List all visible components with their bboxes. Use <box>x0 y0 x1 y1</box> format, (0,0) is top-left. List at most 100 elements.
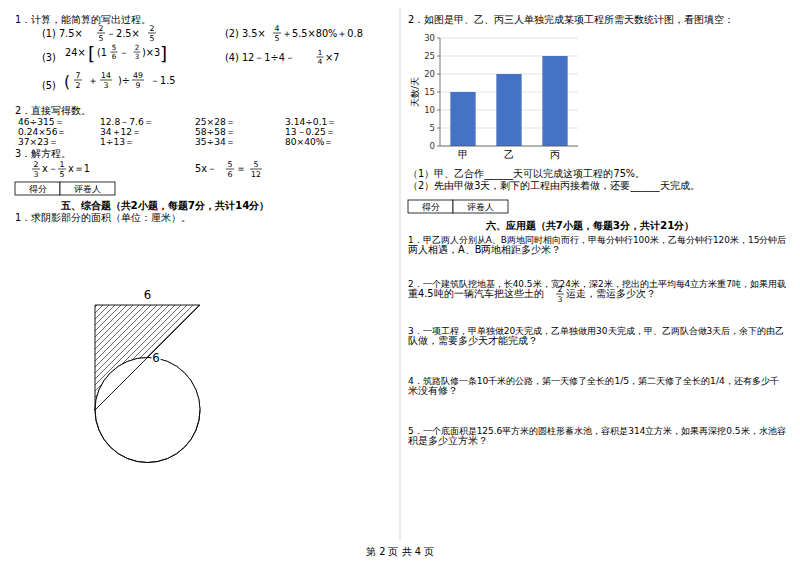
fraction-numerator: 2 <box>150 24 155 33</box>
annotation: 3.14÷0.1＝ <box>285 117 336 127</box>
score-box <box>15 182 60 195</box>
circle-outline <box>95 358 200 463</box>
y-axis <box>440 38 441 146</box>
annotation: 六、应用题（共7小题，每题3分，共计21分） <box>485 219 695 231</box>
annotation: 1÷13＝ <box>100 137 134 147</box>
background <box>0 0 800 565</box>
y-tick <box>437 110 440 111</box>
fraction-numerator: 2 <box>558 285 563 294</box>
semicircle-mask <box>95 358 200 411</box>
fraction-denominator: 5 <box>99 34 104 43</box>
annotation: 6 <box>144 288 151 302</box>
y-tick-label: 5 <box>430 123 435 133</box>
fraction-denominator: 3 <box>135 52 140 61</box>
y-tick-label: 15 <box>424 87 435 97</box>
annotation: ] <box>160 43 167 64</box>
fraction-numerator: 7 <box>76 71 81 80</box>
x-axis <box>440 146 578 147</box>
annotation: (3) <box>42 52 56 63</box>
annotation: 4．筑路队修一条10千米的公路，第一天修了全长的1/5，第二天修了全长的1/4，… <box>408 376 779 386</box>
annotation: （1）甲、乙合作______天可以完成这项工程的75%。 <box>408 168 645 180</box>
fraction-denominator: 3 <box>558 295 563 304</box>
y-tick <box>437 92 440 93</box>
fraction-denominator: 6 <box>228 170 233 179</box>
y-tick <box>437 146 440 147</box>
annotation: (2) 3.5× <box>225 28 266 39</box>
fraction-numerator: 2 <box>34 160 39 169</box>
annotation: 1．计算，能简算的写出过程。 <box>15 14 151 25</box>
grid-line <box>440 38 578 39</box>
annotation: － <box>119 47 129 58</box>
annotation: 12.8－7.6＝ <box>100 117 153 127</box>
annotation: 24× <box>65 47 86 58</box>
page: 1．计算，能简算的写出过程。(1) 7.5×25－2.5×25(2) 3.5×4… <box>0 0 800 565</box>
fraction-denominator: 4 <box>318 57 323 66</box>
annotation: 米没有修？ <box>408 385 458 396</box>
annotation: 两人相遇，A、B两地相距多少米？ <box>408 244 561 255</box>
annotation: 46÷315＝ <box>18 117 64 127</box>
annotation: (5) <box>42 80 56 91</box>
annotation: 1．求阴影部分的面积（单位：厘米）。 <box>15 212 191 223</box>
fraction-denominator: 3 <box>34 170 39 179</box>
x-tick-label: 乙 <box>504 149 514 160</box>
fraction-numerator: 14 <box>101 71 111 80</box>
fraction-denominator: 5 <box>150 34 155 43</box>
annotation: 80×40%＝ <box>285 137 333 147</box>
fraction-numerator: 5 <box>112 43 117 52</box>
y-tick-label: 25 <box>424 51 435 61</box>
annotation: ＝ <box>236 163 246 174</box>
annotation: 队做，需要多少天才能完成？ <box>408 335 538 346</box>
annotation: 积是多少立方米？ <box>408 435 488 446</box>
y-tick <box>437 56 440 57</box>
annotation: 五、综合题（共2小题，每题7分，共计14分） <box>60 199 270 211</box>
annotation: 第 2 页 共 4 页 <box>366 546 434 557</box>
fraction-numerator: 2 <box>135 43 140 52</box>
bar <box>450 92 475 146</box>
annotation: 25×28＝ <box>195 117 235 127</box>
fraction-denominator: 5 <box>60 170 65 179</box>
y-tick-label: 20 <box>424 69 435 79</box>
annotation: (1 <box>97 47 107 58</box>
score-box <box>453 200 508 213</box>
annotation: [ <box>88 43 95 64</box>
fraction-numerator: 1 <box>318 48 323 57</box>
fraction-denominator: 2 <box>76 81 81 90</box>
score-box-label: 评卷人 <box>467 202 494 212</box>
y-tick <box>437 74 440 75</box>
annotation: 2．直接写得数。 <box>15 105 91 116</box>
annotation: ( <box>64 73 70 91</box>
annotation: －2.5× <box>106 28 140 39</box>
annotation: （2）先由甲做3天，剩下的工程由丙接着做，还要______天完成。 <box>408 180 700 192</box>
score-box <box>408 200 453 213</box>
annotation: ＋ <box>88 75 98 86</box>
annotation: 0.24×56＝ <box>18 127 66 137</box>
annotation: (1) 7.5× <box>42 28 83 39</box>
y-axis-label: 天数/天 <box>410 77 420 107</box>
score-box-label: 得分 <box>422 202 440 212</box>
fraction-denominator: 3 <box>104 81 109 90</box>
annotation: 34＋12＝ <box>100 127 141 137</box>
annotation: )÷ <box>118 75 130 86</box>
annotation: )×3 <box>142 47 160 58</box>
fraction-denominator: 9 <box>136 81 141 90</box>
fraction-numerator: 5 <box>254 160 259 169</box>
fraction-denominator: 6 <box>112 52 117 61</box>
grid-line <box>440 146 578 147</box>
annotation: ×7 <box>325 52 339 63</box>
fraction-numerator: 5 <box>228 160 233 169</box>
circle <box>95 358 200 463</box>
score-box-label: 评卷人 <box>74 184 101 194</box>
score-box-label: 得分 <box>29 184 47 194</box>
annotation: 运走，需运多少次？ <box>566 288 656 299</box>
y-tick <box>437 128 440 129</box>
x-tick-label: 甲 <box>458 149 468 160</box>
annotation: 2．如图是甲、乙、丙三人单独完成某项工程所需天数统计图，看图填空： <box>408 14 734 25</box>
fraction-denominator: 5 <box>275 34 280 43</box>
bar-chart: 051015202530甲乙丙天数/天 <box>410 33 578 160</box>
annotation: 37×23＝ <box>18 137 58 147</box>
y-tick-label: 30 <box>424 33 435 43</box>
annotation: x－ <box>42 163 58 174</box>
divider <box>400 8 401 540</box>
fraction-numerator: 1 <box>60 160 65 169</box>
annotation: 6 <box>152 351 159 365</box>
